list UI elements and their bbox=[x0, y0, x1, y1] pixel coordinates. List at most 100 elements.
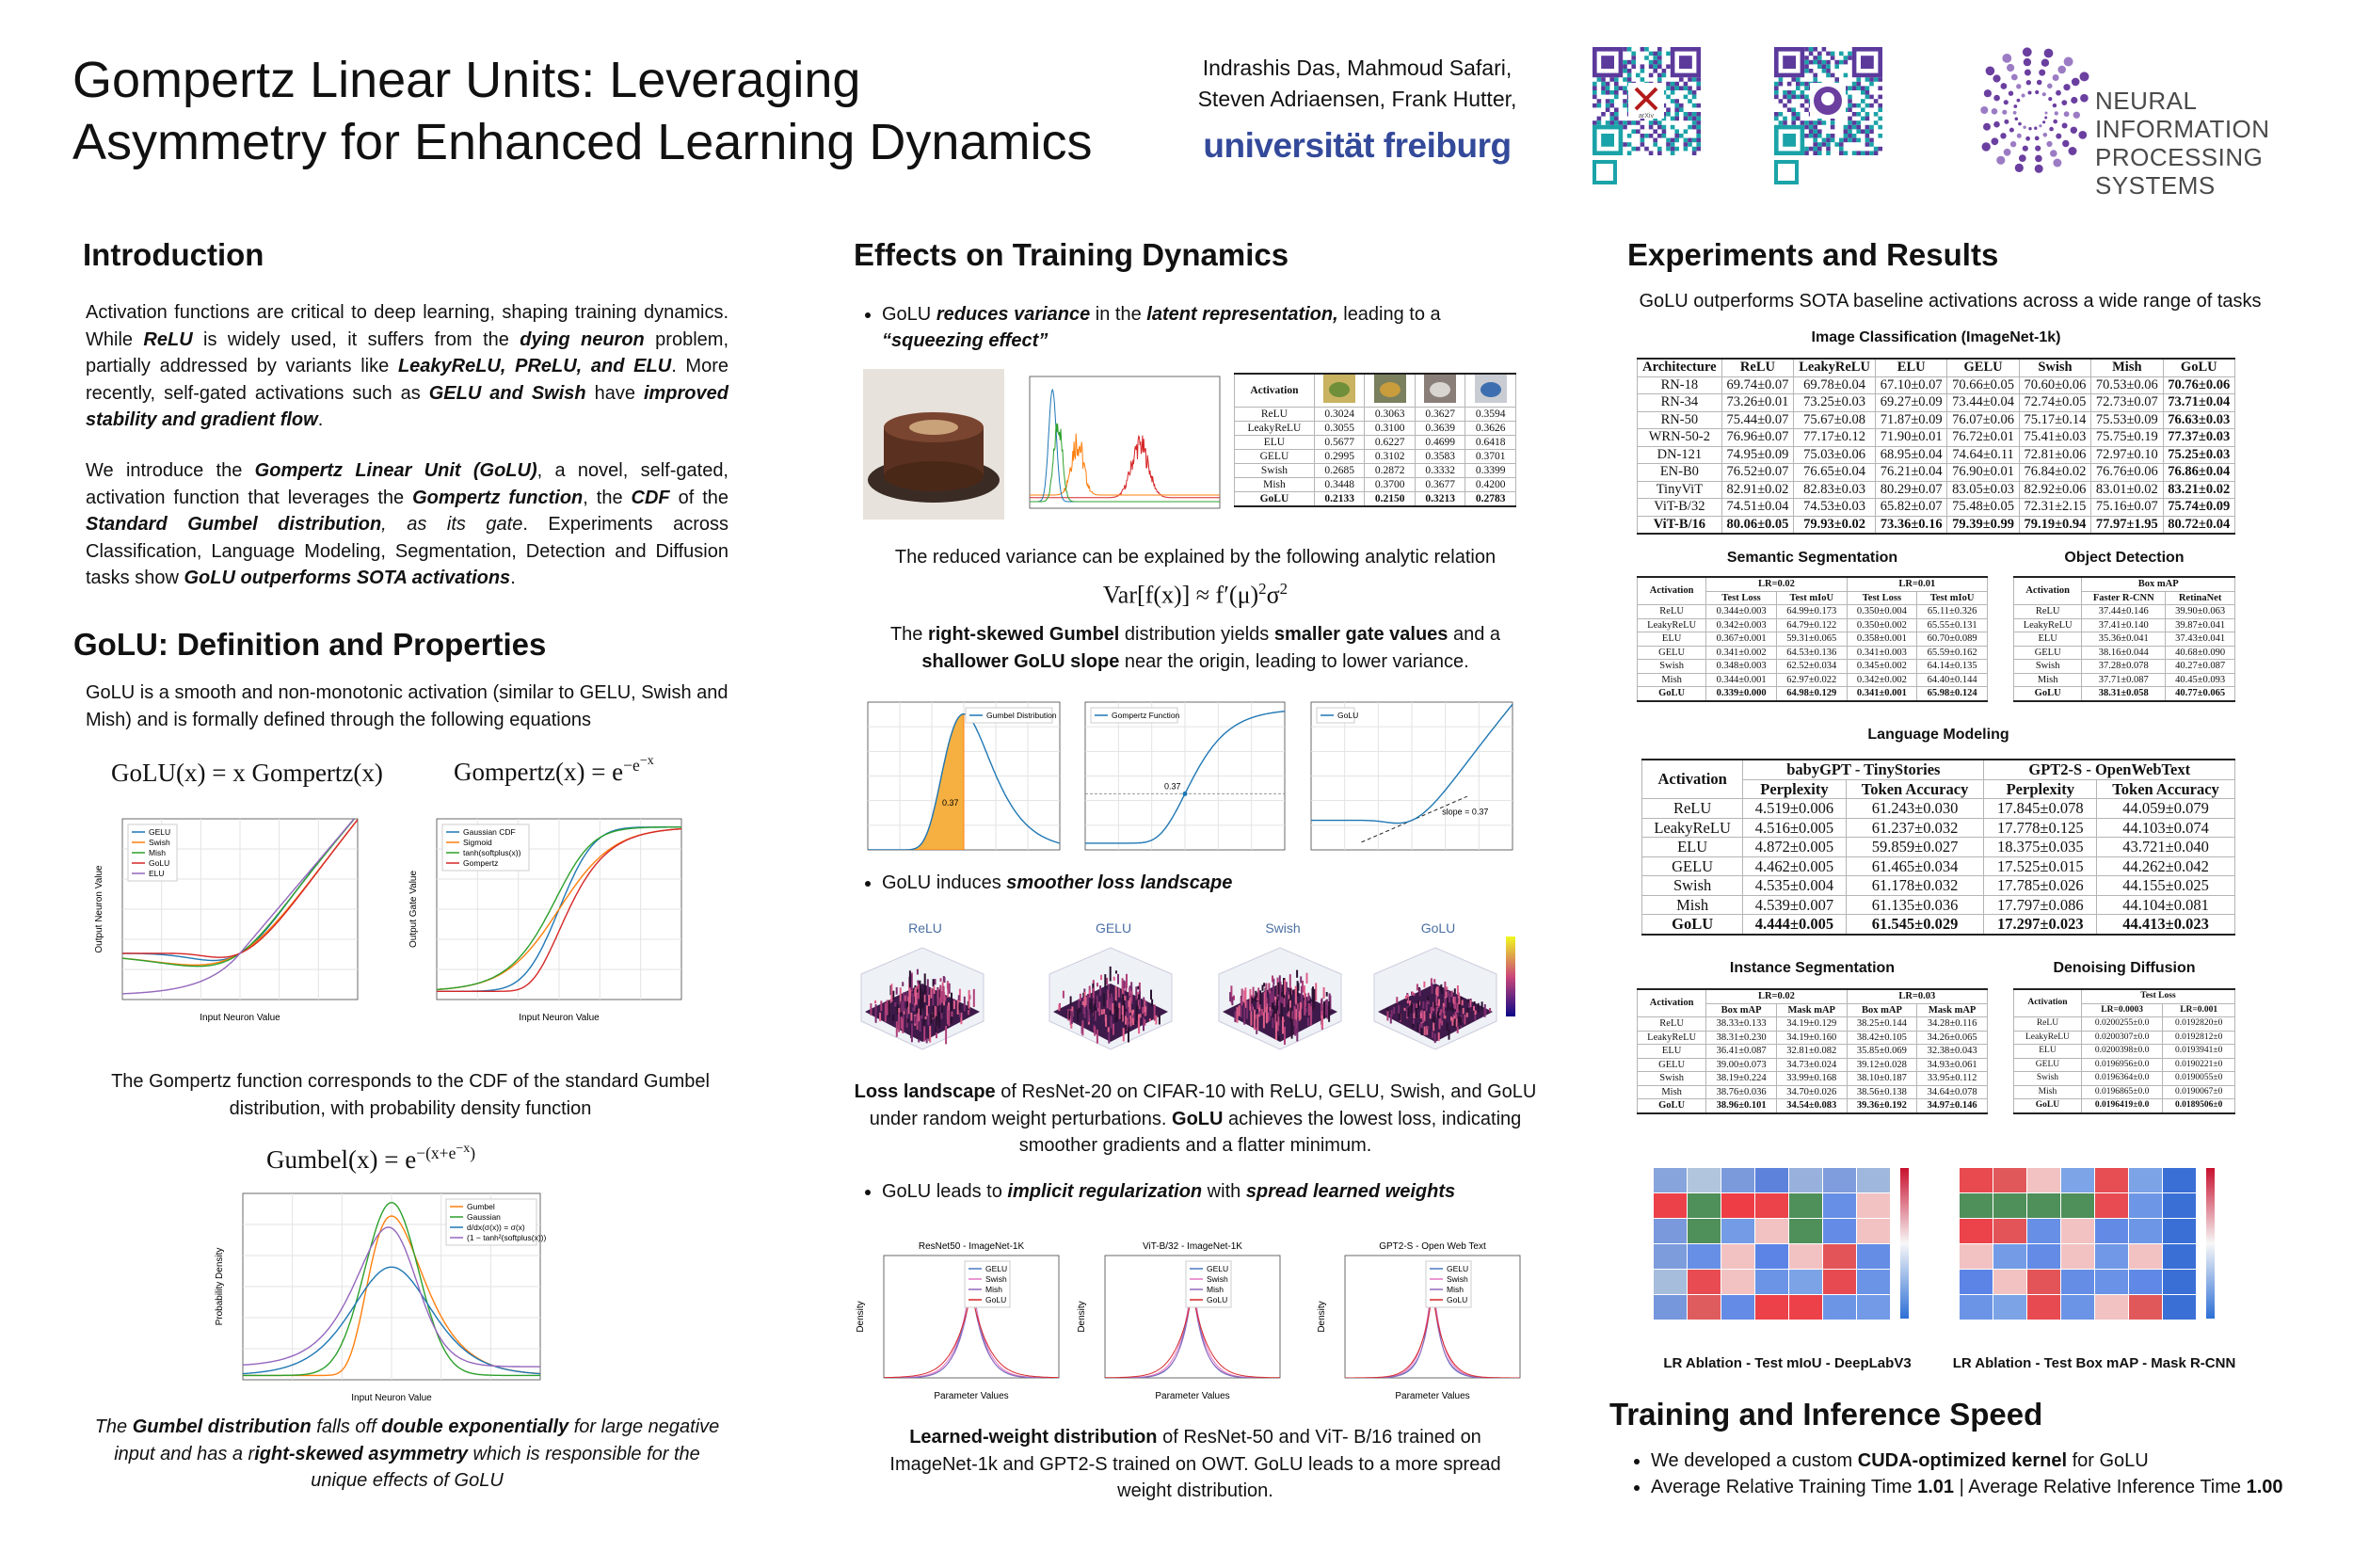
qr-module bbox=[1670, 137, 1675, 143]
qr-module bbox=[1648, 51, 1654, 56]
logo-dot bbox=[2071, 96, 2078, 104]
text-run: falls off bbox=[311, 1416, 382, 1437]
surface-peak bbox=[1260, 1009, 1263, 1016]
table-cell: 0.341±0.003 bbox=[1846, 645, 1918, 660]
text-run: GoLU bbox=[1172, 1108, 1224, 1129]
logo-dot bbox=[2028, 127, 2032, 131]
qr-code bbox=[1774, 47, 1882, 184]
qr-module bbox=[1657, 146, 1662, 152]
surface-peak bbox=[934, 979, 936, 985]
surface-peak bbox=[1083, 992, 1086, 1008]
heatmap-cell bbox=[1688, 1219, 1721, 1243]
surface-peak bbox=[1127, 1020, 1129, 1025]
qr-module bbox=[1774, 90, 1779, 95]
surface-peak bbox=[947, 984, 950, 992]
qr-module bbox=[1601, 86, 1606, 90]
table-cell: 72.74±0.05 bbox=[2018, 393, 2092, 412]
table-title: Language Modeling bbox=[1867, 727, 2009, 743]
table-cell: 73.71±0.04 bbox=[2162, 393, 2236, 412]
qr-module bbox=[1826, 64, 1831, 69]
logo-dot bbox=[2042, 120, 2046, 124]
row-header: GoLU bbox=[2012, 686, 2083, 701]
caption: Learned-weight distribution of ResNet-50… bbox=[871, 1424, 1520, 1505]
surface-peak bbox=[1389, 1014, 1392, 1024]
table-cell: 0.350±0.004 bbox=[1846, 604, 1918, 619]
table-cell: 0.3700 bbox=[1364, 477, 1416, 492]
qr-module bbox=[1865, 137, 1870, 143]
surface-peak bbox=[1104, 974, 1107, 988]
surface-peak bbox=[1308, 997, 1311, 1003]
logo-dot bbox=[2050, 150, 2057, 157]
surface-peak bbox=[1311, 1005, 1314, 1012]
qr-module bbox=[1830, 120, 1835, 125]
qr-module bbox=[1691, 77, 1697, 82]
surface-peak bbox=[1276, 999, 1278, 1011]
surface-peak bbox=[1446, 986, 1449, 990]
surface-peak bbox=[907, 996, 910, 1015]
logo-dot bbox=[2053, 119, 2057, 124]
surface-peak bbox=[1125, 1012, 1128, 1016]
legend-label: GELU bbox=[1207, 1264, 1228, 1273]
surface-peak bbox=[1451, 1002, 1454, 1013]
qr-module bbox=[1623, 64, 1627, 69]
qr-module bbox=[1826, 134, 1831, 138]
table-row: GELU 0.2995 0.3102 0.3583 0.3701 bbox=[1234, 449, 1516, 464]
paragraph: We introduce the Gompertz Linear Unit (G… bbox=[86, 457, 728, 592]
table-cell: 44.413±0.023 bbox=[2096, 914, 2235, 935]
table-row: ReLU 38.33±0.133 34.19±0.129 38.25±0.144 34.… bbox=[1636, 1016, 1988, 1032]
qr-module bbox=[1666, 107, 1671, 112]
table-cell: 0.2872 bbox=[1364, 463, 1416, 478]
qr-module bbox=[1670, 81, 1675, 87]
qr-module bbox=[1636, 120, 1641, 125]
row-header: Mish bbox=[1234, 477, 1315, 492]
qr-module bbox=[1778, 112, 1784, 117]
qr-module bbox=[1813, 137, 1817, 143]
surface-peak bbox=[1280, 1016, 1283, 1019]
qr-module bbox=[1653, 56, 1657, 60]
text-run: improved stability and gradient flow bbox=[86, 382, 728, 431]
qr-module bbox=[1691, 124, 1697, 130]
qr-module bbox=[1869, 142, 1874, 147]
qr-module bbox=[1786, 81, 1792, 87]
qr-module bbox=[1696, 81, 1701, 87]
surface-peak bbox=[1473, 1005, 1475, 1011]
text-run: of ResNet-20 on CIFAR-10 with ReLU, GELU… bbox=[869, 1081, 1537, 1129]
qr-module bbox=[1670, 142, 1675, 147]
table-row: GoLU 0.339±0.000 64.98±0.129 0.341±0.001 65.… bbox=[1636, 686, 1988, 701]
surface-peak bbox=[910, 1012, 913, 1021]
logo-dot bbox=[2023, 125, 2026, 129]
qr-module bbox=[1696, 142, 1701, 147]
surface-peak bbox=[1386, 1007, 1389, 1015]
github-icon-inner bbox=[1821, 92, 1834, 105]
qr-module bbox=[1826, 146, 1831, 152]
qr-module bbox=[1614, 90, 1619, 95]
equation-part: σ bbox=[1266, 581, 1280, 609]
logo-dot bbox=[1980, 106, 1989, 114]
surface-peak bbox=[1238, 1005, 1241, 1016]
text-run: and a bbox=[1448, 624, 1501, 645]
heatmap-cell bbox=[2027, 1193, 2060, 1218]
qr-module bbox=[1774, 116, 1779, 121]
logo-dot bbox=[1983, 89, 1992, 98]
column-header: Mish bbox=[2090, 358, 2164, 377]
table-cell: 0.0190055±0 bbox=[2162, 1071, 2235, 1086]
surface-peak bbox=[1304, 1000, 1306, 1016]
qr-module bbox=[1796, 112, 1801, 117]
equation-part: 2 bbox=[1279, 580, 1289, 598]
table-row: Swish 0.0196364±0.0 0.0190055±0 bbox=[2013, 1071, 2235, 1086]
qr-module bbox=[1674, 116, 1679, 121]
surface-peak bbox=[1422, 1001, 1425, 1009]
table-cell: 73.26±0.01 bbox=[1721, 393, 1795, 412]
thumbnail bbox=[1474, 375, 1507, 403]
table-cell: 0.0196364±0.0 bbox=[2080, 1071, 2164, 1086]
plot-frame bbox=[1029, 376, 1221, 509]
qr-module bbox=[1786, 107, 1792, 112]
surface-peak bbox=[1308, 995, 1311, 1000]
surface-peak bbox=[1420, 1029, 1423, 1035]
qr-module bbox=[1657, 51, 1662, 56]
table-cell: 83.01±0.02 bbox=[2090, 480, 2164, 499]
heatmap-cell bbox=[1823, 1244, 1856, 1269]
qr-module bbox=[1593, 103, 1597, 108]
table-cell: 0.2133 bbox=[1313, 491, 1366, 507]
